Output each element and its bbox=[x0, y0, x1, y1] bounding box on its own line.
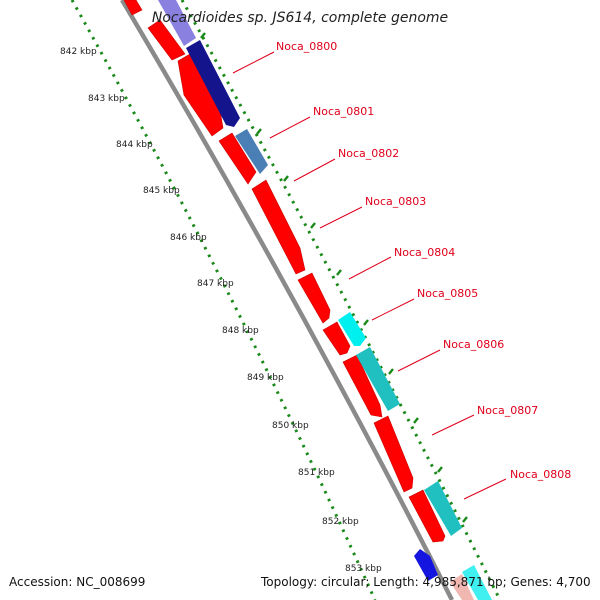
gene-teal bbox=[424, 481, 462, 536]
map-title: Nocardioides sp. JS614, complete genome bbox=[152, 10, 448, 26]
gene-arrow bbox=[218, 132, 257, 185]
gene-label-leaders bbox=[232, 51, 507, 500]
scale-tick-label: 844 kbp bbox=[116, 140, 153, 150]
gene-teal bbox=[356, 347, 400, 411]
outer-dash-ticks bbox=[200, 32, 468, 523]
gene-lavender bbox=[158, 0, 196, 46]
scale-tick-label: 848 kbp bbox=[222, 326, 259, 336]
gene-pale bbox=[450, 574, 474, 600]
genome-backbone bbox=[120, 0, 455, 600]
gene-arrow bbox=[342, 354, 383, 418]
gene-arrow bbox=[297, 272, 331, 324]
scale-tick-label: 851 kbp bbox=[298, 468, 335, 478]
scale-dotted-line bbox=[70, 0, 377, 600]
gene-light-cyan bbox=[462, 565, 492, 600]
scale-tick-label: 845 kbp bbox=[143, 186, 180, 196]
gene-arrow bbox=[251, 179, 306, 275]
gene-blue bbox=[414, 549, 438, 581]
gene-arrow bbox=[123, 0, 143, 16]
gene-label: Noca_0800 bbox=[276, 40, 337, 53]
gene-navy bbox=[186, 40, 240, 127]
genome-summary-text: Topology: circular; Length: 4,985,871 bp… bbox=[261, 575, 591, 589]
outer-dotted-line bbox=[180, 0, 502, 600]
gene-label: Noca_0804 bbox=[394, 246, 455, 259]
gene-cyan bbox=[338, 312, 366, 346]
accession-text: Accession: NC_008699 bbox=[9, 575, 146, 589]
gene-label: Noca_0803 bbox=[365, 195, 426, 208]
gene-label: Noca_0807 bbox=[477, 404, 538, 417]
gene-arrow bbox=[373, 415, 414, 493]
scale-tick-label: 850 kbp bbox=[272, 421, 309, 431]
scale-tick-label: 847 kbp bbox=[197, 279, 234, 289]
gene-arrow bbox=[147, 19, 186, 61]
gene-arrow bbox=[322, 321, 351, 356]
gene-steel-blue bbox=[235, 129, 268, 174]
scale-tick-label: 849 kbp bbox=[247, 373, 284, 383]
scale-tick-label: 843 kbp bbox=[88, 94, 125, 104]
scale-tick-label: 842 kbp bbox=[60, 47, 97, 57]
gene-label: Noca_0808 bbox=[510, 468, 571, 481]
gene-label: Noca_0806 bbox=[443, 338, 504, 351]
scale-tick-label: 853 kbp bbox=[345, 564, 382, 574]
scale-tick-label: 852 kbp bbox=[322, 517, 359, 527]
gene-label: Noca_0801 bbox=[313, 105, 374, 118]
gene-label: Noca_0802 bbox=[338, 147, 399, 160]
scale-tick-label: 846 kbp bbox=[170, 233, 207, 243]
inner-strand-genes bbox=[123, 0, 446, 543]
gene-label: Noca_0805 bbox=[417, 287, 478, 300]
gene-arrow bbox=[408, 489, 446, 543]
